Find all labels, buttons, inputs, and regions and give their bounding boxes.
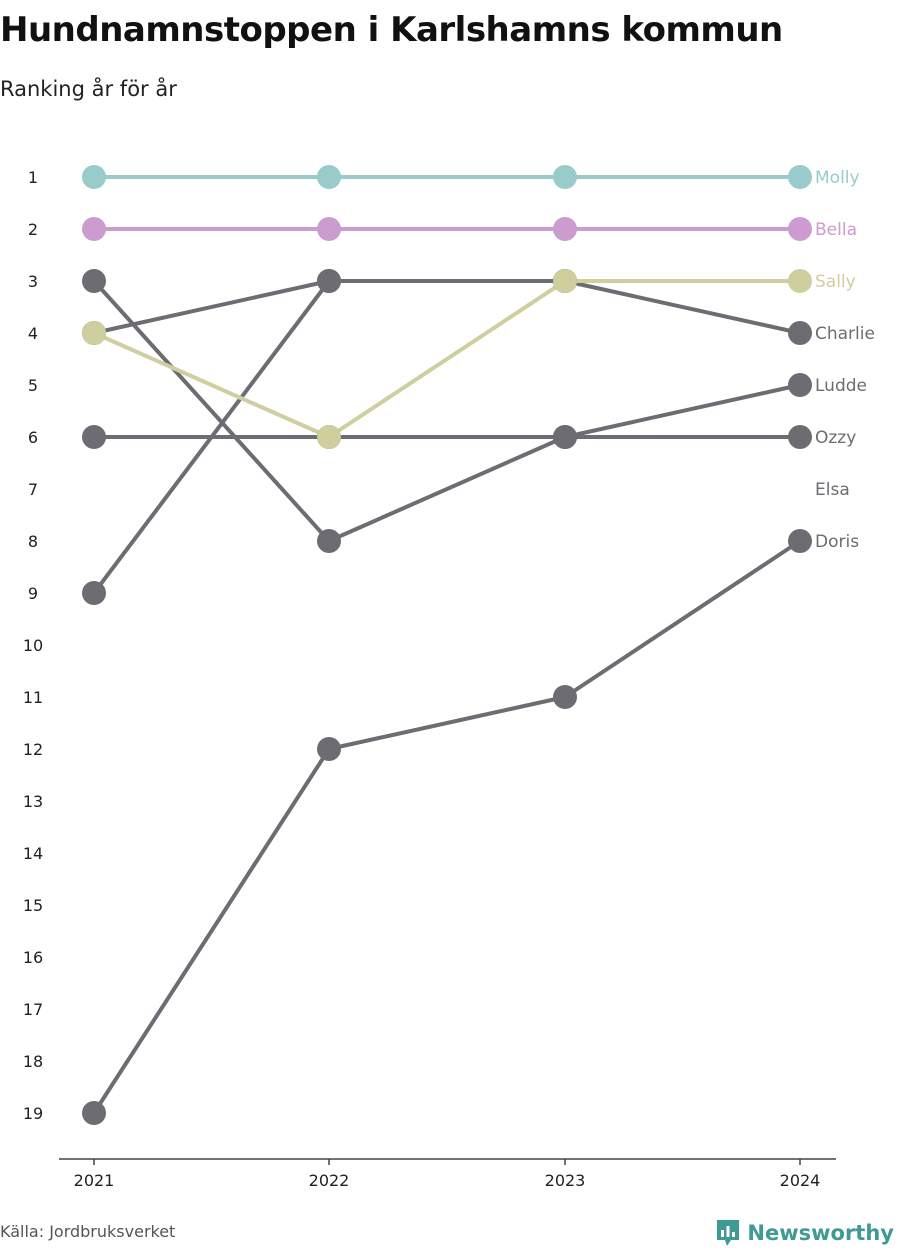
data-point-ludde [82,269,106,293]
series-label-elsa: Elsa [815,480,850,500]
series-line-sally [93,279,800,439]
series-label-charlie: Charlie [815,324,875,344]
data-point-molly [317,165,341,189]
y-tick-label: 5 [28,376,38,395]
brand-name: Newsworthy [747,1221,894,1245]
y-tick-label: 9 [28,584,38,603]
series-label-sally: Sally [815,272,856,292]
y-tick-label: 12 [23,740,43,759]
data-point-sally [317,425,341,449]
data-point-bella [317,217,341,241]
data-point-ludde [788,373,812,397]
data-point-ozzy [788,425,812,449]
y-tick-label: 11 [23,688,43,707]
newsworthy-logo-icon [717,1220,740,1246]
x-tick-label: 2021 [74,1171,115,1190]
chart-subtitle: Ranking år för år [0,77,177,101]
y-tick-label: 4 [28,324,38,343]
data-point-molly [82,165,106,189]
series-line-ludde [92,279,801,543]
series-label-ozzy: Ozzy [815,428,856,448]
series-label-ludde: Ludde [815,376,867,396]
y-tick-label: 13 [23,792,43,811]
data-point-bella [788,217,812,241]
data-point-molly [553,165,577,189]
y-tick-label: 1 [28,168,38,187]
y-tick-label: 8 [28,532,38,551]
source-note: Källa: Jordbruksverket [0,1222,176,1241]
data-point-bella [553,217,577,241]
y-tick-label: 15 [23,896,43,915]
data-point-doris [788,529,812,553]
y-tick-label: 3 [28,272,38,291]
data-point-ozzy [82,425,106,449]
data-point-ludde [553,425,577,449]
y-tick-label: 6 [28,428,38,447]
data-point-sally [553,269,577,293]
data-point-sally [82,321,106,345]
y-tick-label: 17 [23,1000,43,1019]
y-tick-label: 14 [23,844,43,863]
y-tick-label: 16 [23,948,43,967]
x-tick-label: 2024 [780,1171,821,1190]
data-point-ludde [317,529,341,553]
data-point-doris [82,1101,106,1125]
series-line-doris [92,539,802,1115]
y-tick-label: 2 [28,220,38,239]
series-label-molly: Molly [815,168,860,188]
y-tick-label: 7 [28,480,38,499]
series-line-charlie [93,279,801,335]
data-point-doris [317,737,341,761]
series-label-doris: Doris [815,532,859,552]
data-point-charlie [788,321,812,345]
data-point-elsa [317,269,341,293]
x-tick-label: 2023 [545,1171,586,1190]
y-tick-label: 18 [23,1052,43,1071]
x-tick-label: 2022 [309,1171,350,1190]
brand-logo: Newsworthy [715,1218,894,1248]
y-tick-label: 10 [23,636,43,655]
chart-title: Hundnamnstoppen i Karlshamns kommun [0,10,783,50]
series-label-bella: Bella [815,220,857,240]
data-point-elsa [82,581,106,605]
data-point-sally [788,269,812,293]
data-point-doris [553,685,577,709]
y-tick-label: 19 [23,1104,43,1123]
data-point-molly [788,165,812,189]
data-point-bella [82,217,106,241]
